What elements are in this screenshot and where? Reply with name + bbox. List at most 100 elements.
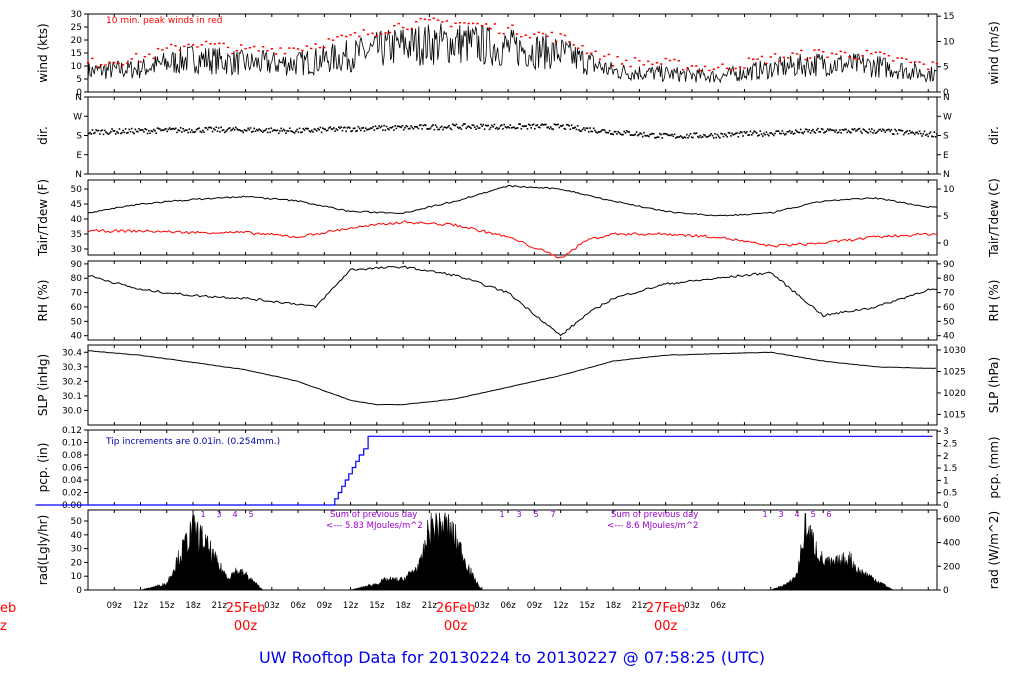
direction-point [700, 136, 703, 139]
direction-point [357, 125, 360, 128]
direction-point [466, 126, 469, 128]
direction-point [368, 128, 371, 130]
direction-point [128, 128, 131, 131]
direction-point [739, 130, 742, 133]
ytick-label-right: 5 [943, 212, 949, 222]
ytick-label-right: 1 [943, 476, 949, 486]
radiation-hour-label: 5 [810, 510, 815, 519]
direction-point [784, 133, 786, 136]
direction-point [628, 131, 630, 133]
radiation-sum-note: Sum of previous day [330, 510, 417, 520]
ytick-label: 50 [71, 517, 83, 527]
direction-point [711, 134, 714, 137]
direction-point [774, 132, 776, 135]
direction-point [175, 127, 177, 130]
direction-point [710, 132, 713, 135]
direction-point [660, 133, 662, 136]
direction-point [661, 137, 664, 139]
direction-point [866, 131, 868, 133]
direction-point [494, 127, 497, 130]
direction-point [808, 129, 811, 131]
direction-point [247, 127, 249, 130]
direction-point [928, 132, 931, 135]
direction-point [636, 134, 639, 137]
direction-point [908, 130, 911, 132]
direction-point [841, 128, 844, 131]
direction-point [918, 130, 921, 133]
direction-point [451, 123, 454, 126]
direction-point [614, 130, 617, 133]
direction-point [667, 134, 670, 137]
direction-point [460, 128, 463, 130]
xtick-label: 12z [133, 601, 149, 611]
direction-point [459, 126, 461, 129]
direction-point [504, 126, 507, 128]
ytick-label: 30.1 [62, 392, 82, 402]
direction-point [166, 130, 169, 133]
ylabel-left: Tair/Tdew (F) [36, 179, 50, 257]
direction-point [828, 129, 830, 132]
direction-point [804, 128, 807, 131]
direction-point [819, 130, 822, 133]
direction-point [851, 128, 853, 130]
direction-point [912, 132, 915, 134]
radiation-hour-label: 6 [826, 510, 831, 519]
direction-point [337, 126, 340, 128]
direction-point [97, 129, 100, 132]
day-label-time: 00z [654, 619, 678, 634]
day-label-date: 25Feb [226, 601, 266, 616]
ytick-label-right: 10 [943, 37, 955, 47]
direction-point [396, 125, 399, 128]
direction-point [815, 129, 818, 131]
direction-point [307, 127, 309, 130]
direction-point [324, 128, 327, 131]
direction-point [601, 129, 604, 131]
direction-point [279, 130, 281, 132]
direction-point [144, 127, 146, 130]
direction-point [328, 127, 330, 129]
direction-point [597, 131, 600, 133]
direction-point [445, 127, 448, 129]
xtick-label: 18z [185, 601, 201, 611]
direction-point [507, 126, 509, 128]
direction-point [352, 127, 355, 130]
direction-point [592, 127, 595, 130]
direction-point [362, 127, 365, 129]
direction-point [802, 132, 804, 135]
direction-point [194, 130, 197, 133]
direction-point [888, 128, 890, 131]
direction-point [415, 126, 417, 128]
direction-point [666, 133, 668, 136]
direction-point [341, 129, 344, 132]
direction-point [266, 131, 269, 134]
direction-point [598, 131, 601, 133]
ylabel-left: SLP (inHg) [36, 354, 50, 416]
direction-point [499, 125, 502, 127]
direction-point [92, 132, 95, 135]
direction-point [684, 136, 687, 139]
direction-point [812, 128, 814, 131]
xtick-label: 21z [422, 601, 438, 611]
direction-point [170, 128, 172, 131]
direction-point [226, 129, 229, 131]
direction-point [617, 130, 619, 133]
direction-point [917, 132, 920, 135]
direction-point [541, 123, 543, 126]
direction-point [520, 127, 523, 130]
direction-point [336, 129, 339, 131]
direction-point [748, 134, 751, 136]
ylabel-right: dir. [987, 126, 1001, 145]
direction-point [768, 134, 770, 137]
ytick-label: 90 [71, 260, 83, 270]
direction-point [489, 126, 492, 129]
direction-point [389, 126, 392, 129]
direction-point [491, 124, 493, 127]
direction-point [698, 136, 700, 139]
direction-point [732, 133, 735, 136]
direction-point [225, 130, 227, 133]
direction-point [125, 132, 128, 134]
direction-point [759, 130, 762, 132]
direction-point [322, 127, 324, 129]
direction-point [246, 129, 248, 132]
direction-point [910, 132, 912, 134]
